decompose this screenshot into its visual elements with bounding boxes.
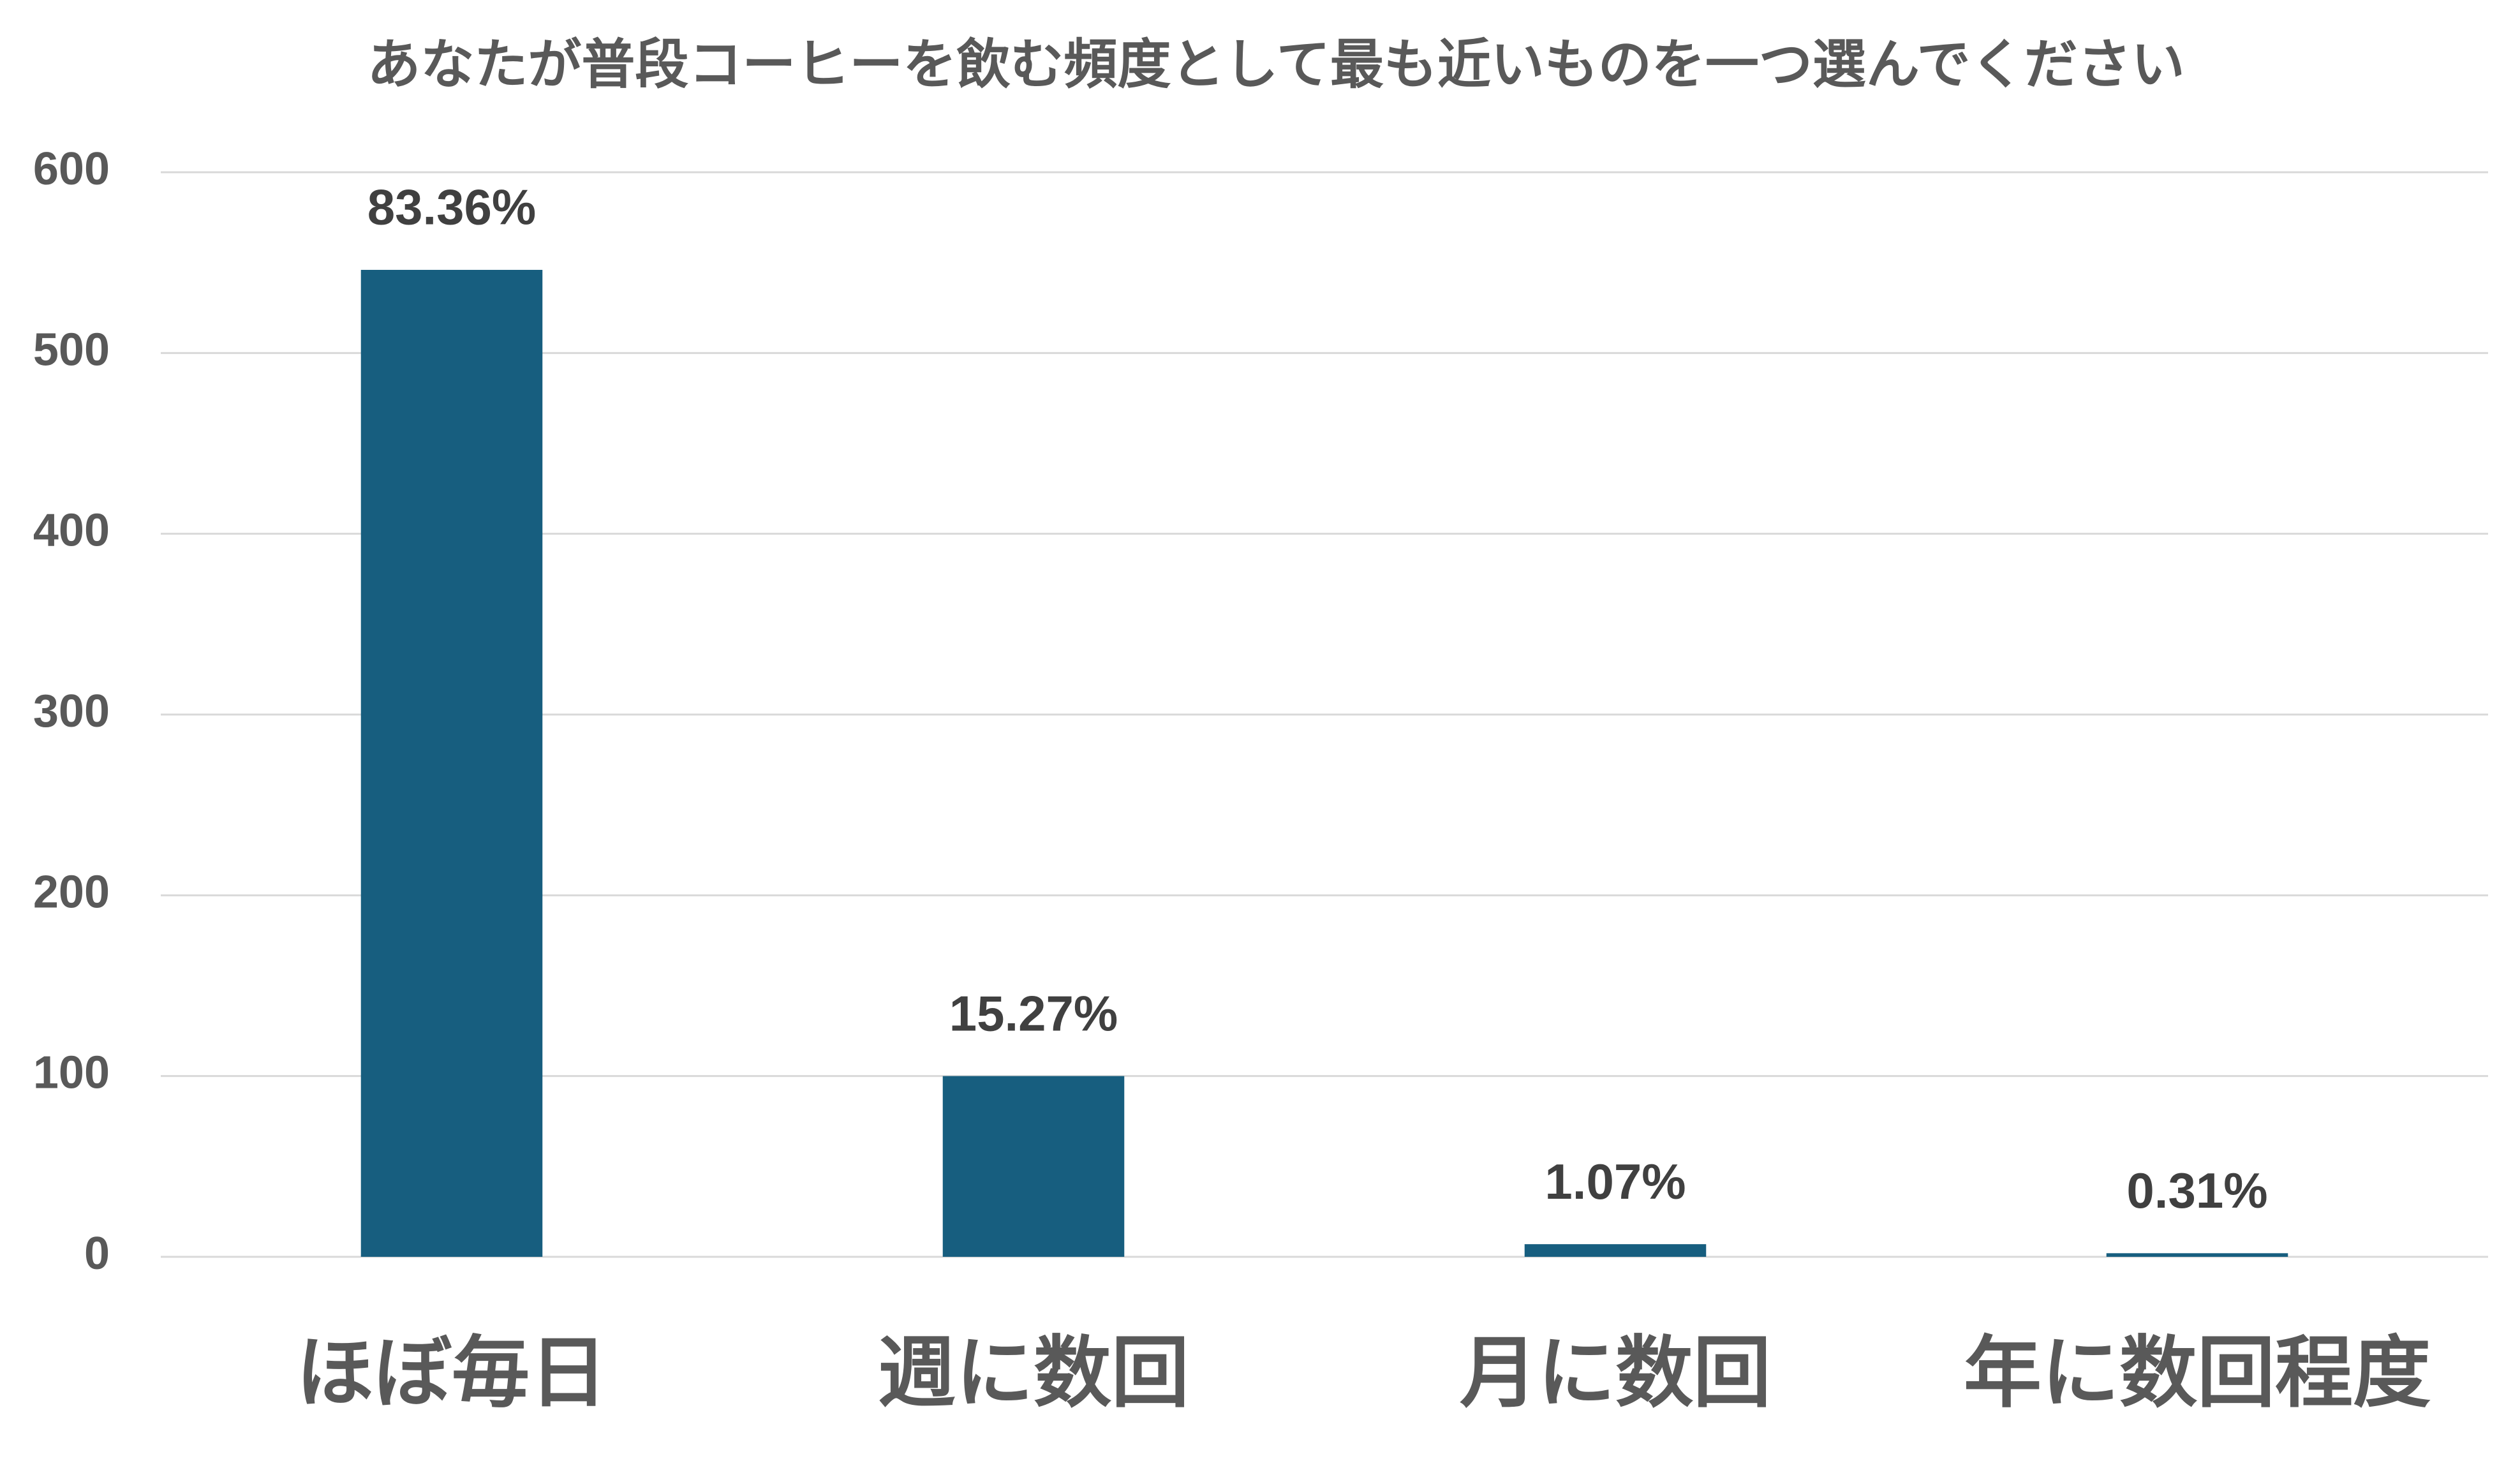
y-tick-label: 500 [33,324,110,375]
y-tick-label: 0 [84,1228,110,1279]
data-label: 83.36% [367,179,537,235]
x-tick-label: 週に数回 [878,1330,1189,1416]
bar [2106,1253,2288,1257]
y-tick-label: 400 [33,505,110,556]
bar [1524,1244,1707,1257]
y-tick-label: 200 [33,866,110,917]
data-label: 15.27% [949,985,1118,1041]
bar [942,1076,1125,1257]
x-tick-label: 月に数回 [1460,1330,1771,1416]
y-tick-label: 300 [33,686,110,737]
bar [360,270,543,1257]
x-tick-label: ほぼ毎日 [296,1330,607,1416]
y-tick-label: 100 [33,1048,110,1099]
y-tick-label: 600 [33,144,110,195]
data-label: 1.07% [1545,1153,1686,1210]
data-label: 0.31% [2126,1162,2267,1219]
x-tick-label: 年に数回程度 [1964,1330,2431,1416]
chart-title: あなたが普段コーヒーを飲む頻度として最も近いものを一つ選んでください [367,34,2184,94]
